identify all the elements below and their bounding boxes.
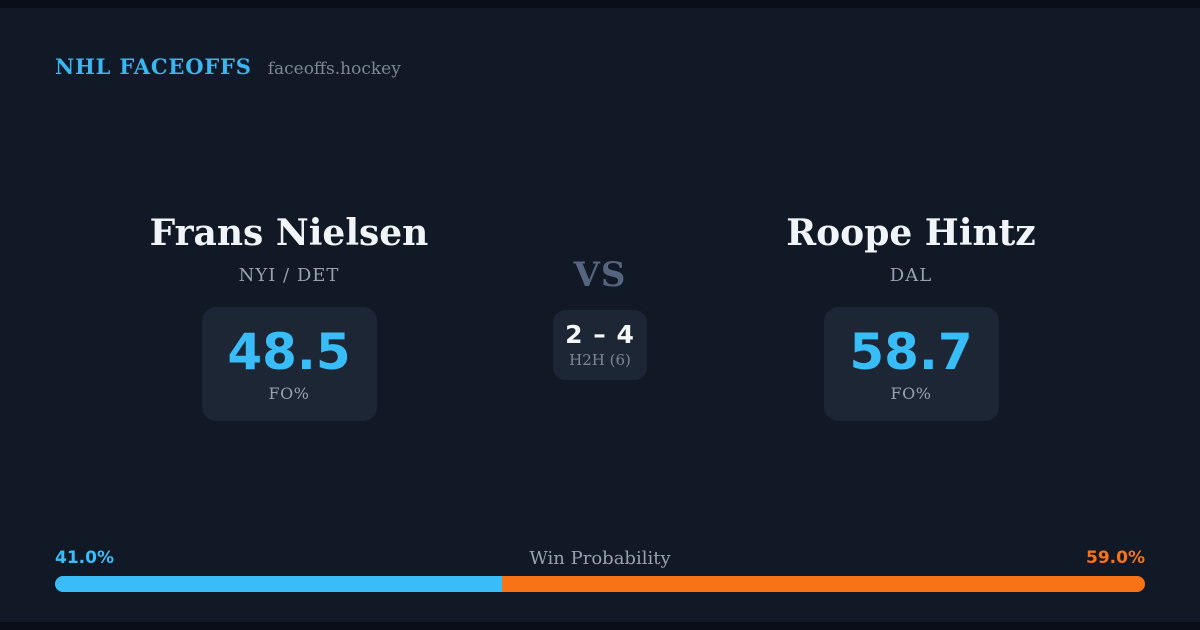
h2h-card: 2 – 4 H2H (6) (553, 310, 647, 380)
player-left-name: Frans Nielsen (149, 212, 429, 254)
versus-column: VS 2 – 4 H2H (6) (520, 257, 680, 380)
win-probability-title: Win Probability (529, 548, 671, 569)
player-right-stat-label: FO% (890, 383, 932, 403)
card-background: NHL FACEOFFS faceoffs.hockey Frans Niels… (0, 8, 1200, 622)
versus-label: VS (573, 255, 627, 295)
player-left-faceoff-pct: 48.5 (227, 322, 351, 381)
brand-title: NHL FACEOFFS (55, 54, 252, 79)
h2h-games-label: H2H (6) (569, 350, 631, 369)
win-probability-right-pct: 59.0% (1086, 548, 1145, 568)
player-right-faceoff-pct: 58.7 (849, 322, 973, 381)
player-right-column: Roope Hintz DAL 58.7 FO% (741, 213, 1081, 421)
player-left-column: Frans Nielsen NYI / DET 48.5 FO% (119, 213, 459, 421)
site-url: faceoffs.hockey (267, 59, 401, 79)
header: NHL FACEOFFS faceoffs.hockey (55, 54, 401, 79)
win-probability-bar (55, 576, 1145, 592)
player-right-name: Roope Hintz (786, 212, 1036, 254)
win-probability-labels: 41.0% Win Probability 59.0% (55, 548, 1145, 570)
player-left-stat-label: FO% (268, 383, 310, 403)
h2h-score: 2 – 4 (565, 319, 635, 349)
win-probability-left-pct: 41.0% (55, 548, 114, 568)
win-probability-bar-right-segment (501, 576, 1145, 592)
player-right-team: DAL (889, 265, 933, 286)
player-right-stat-card: 58.7 FO% (823, 307, 999, 421)
player-left-team: NYI / DET (238, 265, 340, 286)
player-left-stat-card: 48.5 FO% (201, 307, 377, 421)
win-probability-bar-left-segment (55, 576, 502, 592)
